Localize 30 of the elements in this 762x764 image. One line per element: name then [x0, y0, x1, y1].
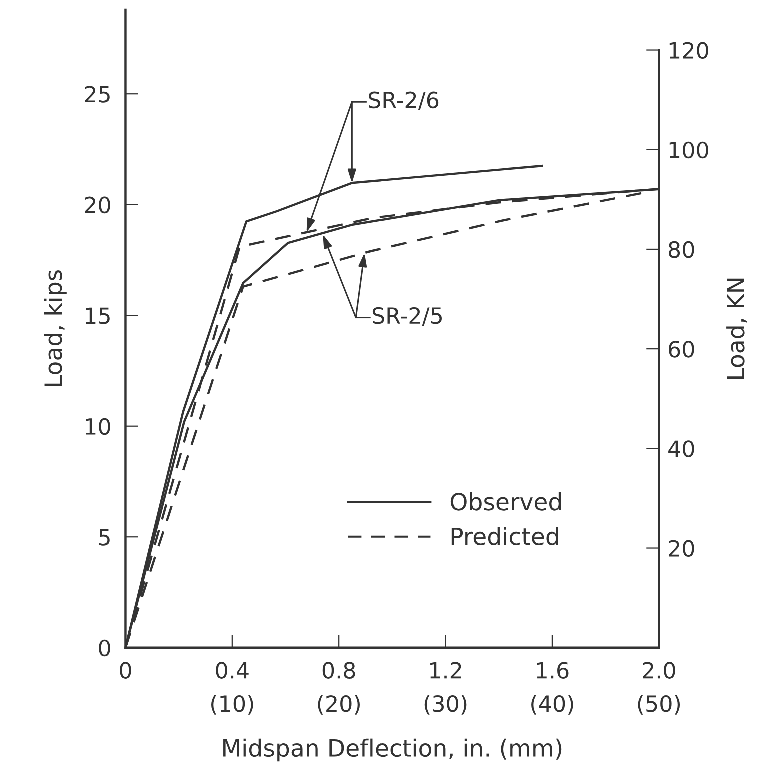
y2-tick-label: 100 — [670, 142, 708, 159]
x-tick-label: 0.8 — [322, 662, 356, 679]
legend-label: Observed — [450, 492, 562, 511]
annotation: SR-2/5 — [372, 307, 442, 326]
x-tick-label: 0 — [120, 662, 132, 679]
x2-tick-label: (40) — [532, 695, 574, 715]
x-tick-label: 2.0 — [643, 662, 676, 679]
y2-axis-title: Load, KN — [726, 278, 748, 379]
y-tick-label: 20 — [85, 196, 110, 214]
annotation: SR-2/6 — [369, 92, 439, 110]
x-tick-label: 0.4 — [216, 662, 249, 679]
x2-tick-label: (30) — [424, 695, 467, 715]
y-tick-label: 25 — [85, 86, 110, 103]
x2-tick-label: (10) — [212, 695, 254, 715]
legend-label: Predicted — [452, 527, 558, 546]
x-axis-title: Midspan Deflection, in. (mm) — [224, 738, 562, 762]
y-tick-label: 15 — [86, 308, 110, 324]
x2-tick-label: (50) — [638, 695, 680, 715]
y-tick-label: 10 — [86, 418, 110, 436]
y2-tick-label: 60 — [669, 341, 694, 358]
x2-tick-label: (20) — [318, 695, 360, 715]
y-tick-label: 5 — [99, 529, 110, 546]
x-tick-label: 1.6 — [537, 662, 569, 679]
y2-tick-label: 120 — [670, 42, 708, 60]
y2-tick-label: 40 — [668, 440, 694, 458]
x-tick-label: 1.2 — [430, 662, 462, 679]
y-tick-label: 0 — [99, 640, 110, 657]
y2-tick-label: 20 — [669, 540, 694, 558]
y-axis-title: Load, kips — [44, 270, 67, 386]
y2-tick-label: 80 — [668, 241, 694, 258]
